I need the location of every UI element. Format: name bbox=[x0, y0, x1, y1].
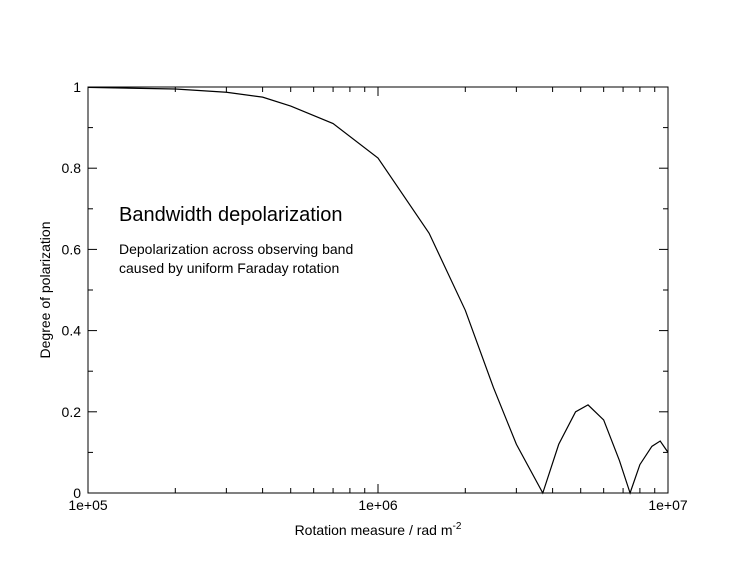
axis-tick-labels: 1e+05 1e+06 1e+07 0 0.2 0.4 0.6 0.8 1 bbox=[62, 79, 688, 513]
annotation-line-1: Depolarization across observing band bbox=[119, 241, 353, 257]
annotation-heading: Bandwidth depolarization bbox=[119, 204, 343, 226]
x-tick-label: 1e+07 bbox=[648, 497, 688, 513]
x-tick-label: 1e+06 bbox=[358, 497, 398, 513]
annotation-line-2: caused by uniform Faraday rotation bbox=[119, 260, 339, 276]
x-axis-title: Rotation measure / rad m-2 bbox=[295, 521, 462, 538]
plot-frame bbox=[87, 86, 669, 494]
y-tick-label: 0.8 bbox=[62, 160, 82, 176]
y-tick-label: 0.2 bbox=[62, 404, 82, 420]
x-tick-label: 1e+05 bbox=[68, 497, 108, 513]
x-axis-title-superscript: -2 bbox=[453, 521, 462, 532]
y-tick-label: 0.4 bbox=[62, 323, 82, 339]
y-axis-title: Degree of polarization bbox=[37, 222, 53, 359]
series-line bbox=[87, 86, 669, 495]
y-tick-label: 1 bbox=[73, 79, 81, 95]
y-tick-label: 0 bbox=[73, 485, 81, 501]
y-tick-label: 0.6 bbox=[62, 241, 82, 257]
axis-ticks bbox=[87, 86, 669, 494]
